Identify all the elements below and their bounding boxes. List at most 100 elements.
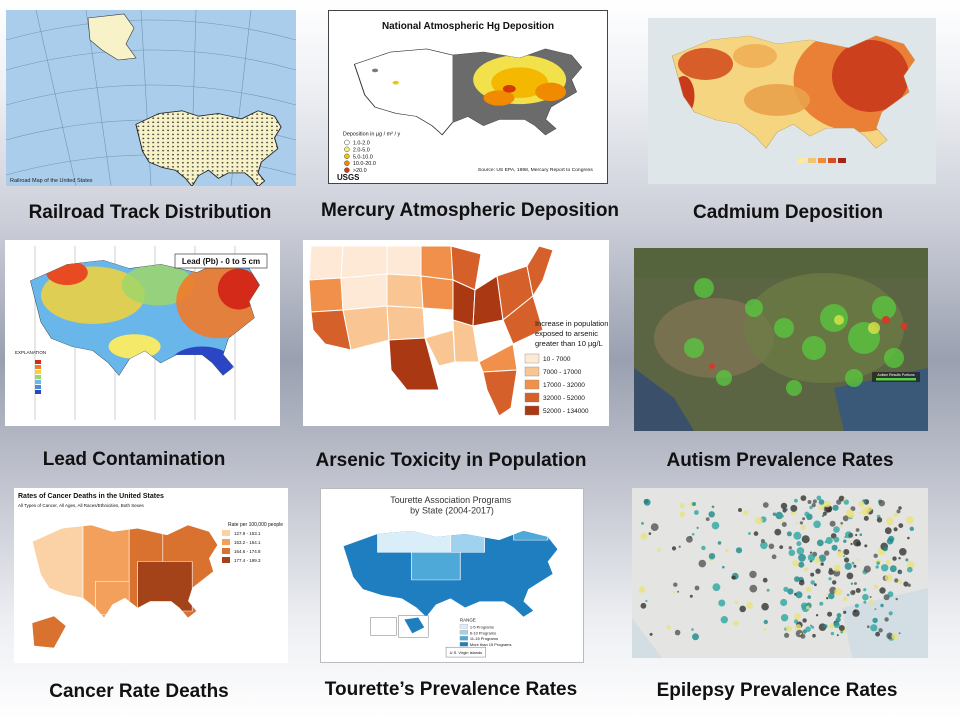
map-dot bbox=[766, 588, 770, 592]
mercury-legend-title: Deposition in µg / m² / y bbox=[343, 132, 401, 138]
map-dot bbox=[712, 583, 721, 592]
map-dot bbox=[898, 570, 902, 575]
cadmium-map bbox=[648, 18, 936, 184]
tourette-legend-title: RANGE bbox=[460, 617, 476, 622]
map-dot bbox=[906, 561, 915, 569]
map-dot bbox=[738, 508, 742, 512]
caption-cancer: Cancer Rate Deaths bbox=[49, 681, 229, 702]
arsenic-legend-title-line: exposed to arsenic bbox=[535, 329, 598, 338]
map-dot bbox=[762, 502, 769, 508]
map-dot bbox=[645, 599, 648, 603]
legend-label: 1-5 Programs bbox=[470, 624, 494, 629]
map-dot bbox=[898, 557, 901, 560]
map-dot bbox=[873, 584, 879, 589]
map-dot bbox=[691, 628, 694, 631]
map-dot bbox=[832, 580, 837, 585]
caption-autism: Autism Prevalence Rates bbox=[666, 450, 894, 471]
map-dot bbox=[641, 521, 644, 525]
map-dot bbox=[739, 605, 746, 613]
legend-label: >20.0 bbox=[353, 168, 367, 174]
legend-swatch bbox=[344, 167, 350, 173]
map-dot bbox=[843, 555, 846, 558]
map-dot bbox=[836, 613, 842, 618]
epilepsy-map bbox=[632, 488, 928, 658]
map-dot bbox=[883, 594, 890, 601]
arsenic-map: Increase in population exposed to arseni… bbox=[303, 240, 609, 426]
map-dot bbox=[850, 542, 853, 546]
legend-swatch bbox=[344, 153, 350, 160]
legend-label: 10.0-20.0 bbox=[353, 161, 376, 167]
map-dot bbox=[903, 581, 909, 587]
map-dot bbox=[809, 505, 813, 510]
tourette-footnote: U.S. Virgin Islands bbox=[450, 650, 483, 655]
map-dot bbox=[829, 623, 835, 629]
map-dot bbox=[780, 514, 784, 518]
map-dot bbox=[855, 528, 860, 532]
map-dot bbox=[735, 547, 743, 554]
map-dot bbox=[822, 511, 827, 516]
map-dot bbox=[828, 569, 834, 575]
map-dot bbox=[807, 595, 811, 599]
map-dot bbox=[898, 506, 902, 510]
map-dot bbox=[874, 608, 877, 611]
map-dot bbox=[813, 520, 821, 529]
legend-label: 32000 - 52000 bbox=[543, 395, 585, 402]
map-dot bbox=[825, 536, 833, 545]
map-dot bbox=[843, 610, 847, 614]
map-dot bbox=[834, 588, 843, 596]
map-dot bbox=[696, 526, 699, 529]
map-dot bbox=[871, 603, 875, 607]
legend-label: 6-10 Programs bbox=[470, 630, 496, 635]
map-dot bbox=[708, 553, 716, 560]
map-dot bbox=[848, 532, 854, 538]
map-dot bbox=[672, 591, 675, 594]
map-dot bbox=[796, 547, 805, 555]
map-dot bbox=[880, 603, 884, 608]
legend-label: 7000 - 17000 bbox=[543, 369, 582, 376]
map-dot bbox=[812, 499, 817, 504]
map-dot bbox=[794, 612, 801, 620]
caption-lead: Lead Contamination bbox=[42, 449, 226, 470]
map-dot bbox=[771, 554, 777, 560]
map-dot bbox=[896, 509, 901, 514]
map-dot bbox=[850, 582, 854, 585]
map-dot bbox=[879, 587, 886, 594]
map-dot bbox=[849, 541, 852, 544]
map-dot bbox=[678, 545, 681, 548]
map-dot bbox=[861, 507, 870, 516]
map-dot bbox=[891, 633, 898, 640]
map-dot bbox=[798, 561, 805, 568]
map-dot bbox=[884, 527, 892, 535]
map-dot bbox=[854, 603, 859, 608]
map-dot bbox=[882, 546, 888, 552]
map-dot bbox=[746, 602, 753, 609]
map-dot bbox=[722, 565, 725, 569]
map-dot bbox=[802, 517, 806, 521]
map-dot bbox=[753, 531, 759, 536]
map-dot bbox=[734, 600, 739, 605]
map-dot bbox=[788, 549, 796, 557]
map-dot bbox=[824, 500, 831, 508]
map-dot bbox=[763, 628, 767, 632]
map-dot bbox=[846, 593, 850, 597]
map-dot bbox=[850, 590, 856, 596]
map-dot bbox=[800, 633, 806, 639]
map-dot bbox=[804, 567, 809, 572]
map-dot bbox=[689, 594, 693, 598]
caption-mercury: Mercury Atmospheric Deposition bbox=[320, 200, 620, 221]
map-dot bbox=[781, 522, 787, 527]
map-dot bbox=[786, 531, 792, 537]
map-dot bbox=[843, 497, 847, 501]
map-dot bbox=[894, 578, 899, 583]
map-dot bbox=[869, 596, 872, 598]
map-dot bbox=[812, 633, 816, 638]
map-dot bbox=[800, 524, 806, 530]
map-dot bbox=[671, 546, 677, 551]
map-dot bbox=[829, 520, 836, 527]
map-dot bbox=[818, 499, 825, 505]
map-dot bbox=[833, 526, 840, 533]
map-dot bbox=[875, 631, 880, 637]
map-dot bbox=[846, 572, 854, 580]
tourette-title-line: Tourette Association Programs bbox=[390, 495, 512, 505]
map-dot bbox=[811, 503, 816, 508]
